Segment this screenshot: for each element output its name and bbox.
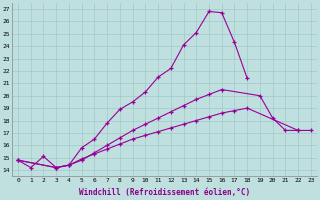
X-axis label: Windchill (Refroidissement éolien,°C): Windchill (Refroidissement éolien,°C) xyxy=(79,188,250,197)
